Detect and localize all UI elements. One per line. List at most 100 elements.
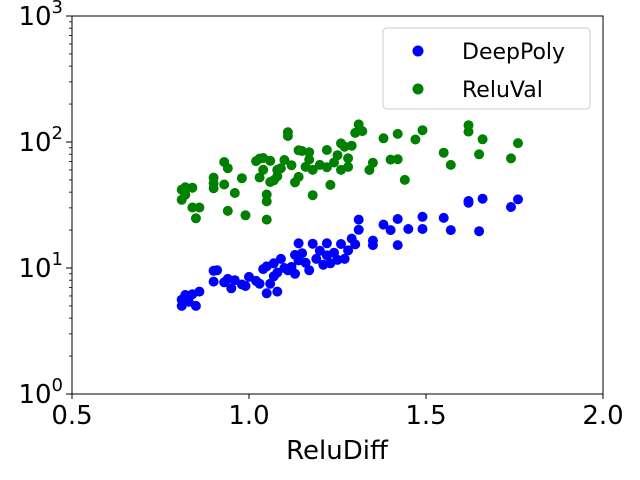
deeppoly-point [353, 214, 364, 225]
deeppoly-point [438, 212, 449, 223]
deeppoly-point [392, 214, 403, 224]
deeppoly-point [513, 194, 523, 205]
y-tick-label: 101 [18, 249, 63, 284]
y-tick-label: 102 [18, 123, 63, 158]
legend-label-deeppoly: DeepPoly [462, 40, 565, 65]
x-tick-label: 1.5 [405, 401, 446, 431]
reluval-point [194, 202, 205, 213]
reluval-point [410, 134, 421, 145]
reluval-point [392, 128, 403, 139]
plot-frame [71, 15, 604, 395]
reluval-point [445, 159, 456, 170]
reluval-point [286, 160, 297, 171]
reluval-point [272, 171, 283, 182]
deeppoly-point [350, 239, 361, 250]
reluval-point [304, 154, 315, 165]
legend-box [382, 27, 591, 110]
deeppoly-point [367, 235, 378, 246]
data-points [176, 119, 523, 311]
reluval-point [180, 189, 191, 200]
reluval-point [265, 155, 276, 166]
reluval-point [229, 188, 240, 198]
deeppoly-point [254, 278, 265, 289]
reluval-point [279, 155, 290, 165]
reluval-point [325, 179, 336, 190]
reluval-point [261, 214, 272, 225]
deeppoly-point [403, 224, 414, 234]
deeppoly-point [378, 219, 389, 230]
x-tick-label: 0.5 [51, 401, 92, 431]
y-tick-label: 100 [18, 375, 63, 410]
x-tick-label: 2.0 [582, 401, 623, 431]
deeppoly-point [272, 286, 283, 297]
reluval-point [236, 173, 247, 184]
deeppoly-point [212, 265, 223, 276]
deeppoly-point [226, 283, 237, 294]
deeppoly-point [261, 288, 272, 299]
deeppoly-point [474, 226, 485, 237]
reluval-point [254, 172, 265, 183]
reluval-point [438, 147, 449, 158]
reluval-point [343, 153, 354, 164]
deeppoly-point [300, 257, 311, 268]
deeppoly-point [307, 238, 318, 249]
deeppoly-point [194, 286, 205, 297]
reluval-point [378, 133, 389, 144]
reluval-point [240, 210, 251, 221]
reluval-point [346, 140, 357, 151]
reluval-point [190, 213, 201, 224]
deeppoly-point [463, 196, 474, 206]
deeppoly-point [417, 224, 428, 234]
reluval-point [307, 190, 318, 201]
deeppoly-point [293, 238, 304, 249]
legend-label-reluval: ReluVal [462, 78, 543, 103]
reluval-point [219, 179, 230, 190]
deeppoly-point [417, 211, 428, 222]
reluval-point [304, 147, 315, 158]
legend-marker-reluval [412, 83, 424, 95]
deeppoly-point [343, 245, 354, 256]
deeppoly-point [297, 248, 308, 259]
reluval-point [392, 154, 403, 165]
reluval-point [307, 164, 318, 175]
deeppoly-point [311, 253, 322, 264]
reluval-point [477, 134, 488, 145]
reluval-point [282, 131, 293, 141]
reluval-point [321, 145, 332, 155]
deeppoly-point [304, 265, 315, 276]
deeppoly-point [321, 238, 332, 249]
reluval-point [321, 162, 332, 173]
deeppoly-point [208, 276, 219, 287]
reluval-point [208, 178, 219, 189]
reluval-point [180, 182, 191, 193]
reluval-point [222, 205, 233, 216]
deeppoly-point [353, 224, 364, 235]
reluval-point [399, 174, 410, 185]
deeppoly-point [265, 278, 276, 289]
deeppoly-point [339, 253, 350, 264]
reluval-point [417, 125, 428, 136]
reluval-point [367, 157, 378, 168]
legend: DeepPoly ReluVal [382, 27, 591, 110]
reluval-point [293, 171, 304, 182]
deeppoly-point [272, 267, 283, 278]
deeppoly-point [240, 281, 251, 291]
deeppoly-point [275, 253, 286, 264]
tick-labels: 0.5 1.0 1.5 2.0 100 101 102 103 [18, 0, 623, 431]
x-axis-title: ReluDiff [286, 436, 389, 466]
reluval-point [357, 126, 368, 137]
reluval-point [513, 138, 523, 149]
reluval-point [261, 196, 272, 207]
y-tick-label: 103 [18, 0, 63, 32]
deeppoly-point [385, 225, 396, 236]
deeppoly-point [392, 240, 403, 251]
reluval-point [474, 149, 485, 160]
deeppoly-point [314, 245, 325, 256]
reluval-point [222, 163, 233, 174]
deeppoly-point [190, 300, 201, 311]
reluval-point [258, 164, 269, 175]
reluval-point [261, 189, 272, 200]
deeppoly-point [290, 268, 300, 279]
deeppoly-point [477, 193, 488, 204]
